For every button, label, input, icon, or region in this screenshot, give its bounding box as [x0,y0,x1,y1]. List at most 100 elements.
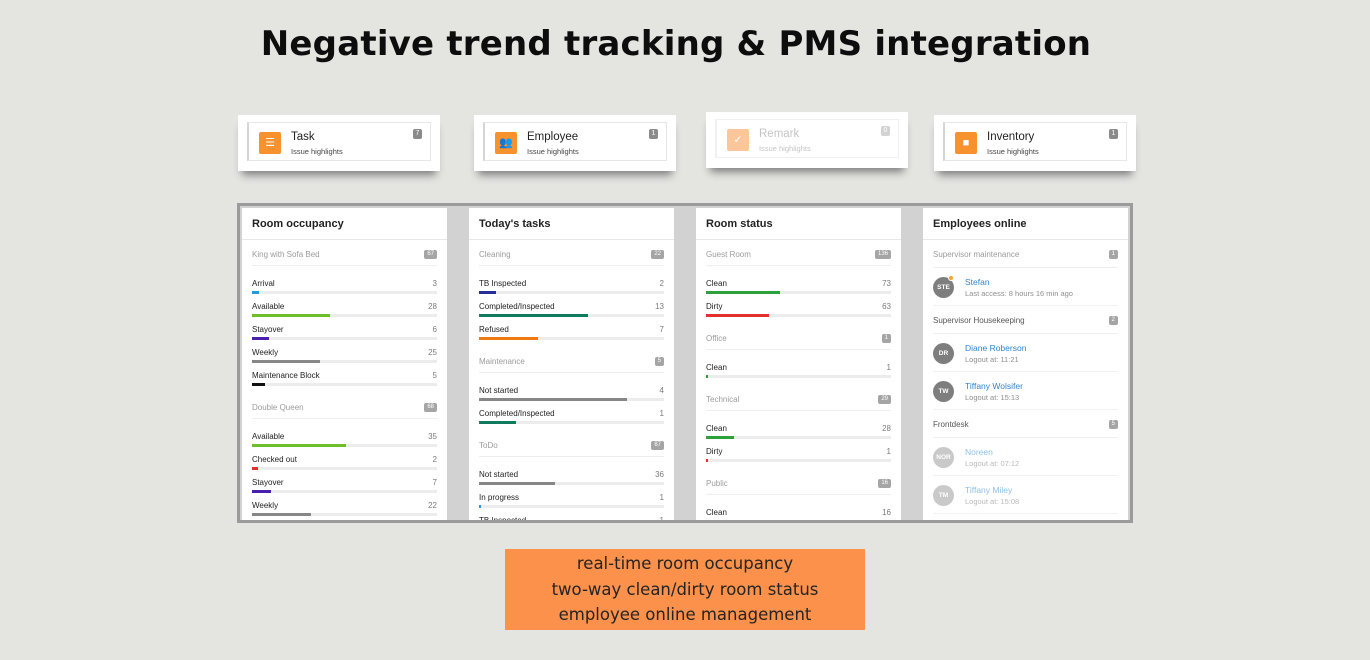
stat-row: Dirty 1 [706,440,891,463]
card-inner: ✓ Remark Issue highlights 0 [715,119,899,158]
progress-fill [479,291,496,294]
progress-fill [479,482,555,485]
panel-title: Today's tasks [469,208,674,240]
panel-title: Room occupancy [242,208,447,240]
employee-name-link[interactable]: Tiffany Wolsifer [965,381,1023,391]
row-value: 6 [432,325,437,334]
stat-row: Clean 28 [706,417,891,440]
group-name: Supervisor maintenance [933,250,1020,259]
group-name: Double Queen [252,403,304,412]
progress-track [479,398,664,401]
online-status-dot [948,275,954,281]
progress-track [479,482,664,485]
row-label: Available [252,432,285,441]
employee-row[interactable]: NOR Noreen Logout at: 07:12 [933,438,1118,476]
dashboard: Room occupancy King with Sofa Bed 67 Arriva… [237,203,1133,523]
group-count-badge: 16 [878,479,891,488]
employee-group-header: Supervisor Housekeeping 2 [933,306,1118,334]
row-label: Dirty [706,447,723,456]
progress-track [706,314,891,317]
summary-card-task[interactable]: ☰ Task Issue highlights 7 [238,115,440,171]
stat-row: Dirty 63 [706,295,891,318]
group-name: Cleaning [479,250,511,259]
row-value: 4 [659,386,664,395]
progress-track [479,337,664,340]
row-label: Stayover [252,325,284,334]
row-value: 2 [659,279,664,288]
row-label: Arrival [252,279,275,288]
box-icon: ■ [955,132,977,154]
row-value: 13 [655,302,664,311]
group-count-badge: 136 [874,250,891,259]
row-value: 73 [882,279,891,288]
row-value: 35 [428,432,437,441]
row-label: Maintenance Block [252,371,320,380]
row-label: Stayover [252,478,284,487]
employee-last-access: Logout at: 15:08 [965,497,1020,506]
group-name: Frontdesk [933,420,969,429]
group-name: Public [706,479,728,488]
avatar: STE [933,277,954,298]
progress-track [252,467,437,470]
group-count-badge: 87 [651,441,664,450]
room-status-panel: Room status Guest Room 136 Clean 73 Dirty 63 Of… [696,208,901,520]
group-header: ToDo 87 [479,431,664,457]
stat-row: Arrival 3 [252,272,437,295]
employee-last-access: Last access: 8 hours 16 min ago [965,289,1073,298]
card-inner: ■ Inventory Issue highlights 1 [943,122,1127,161]
summary-card-remark[interactable]: ✓ Remark Issue highlights 0 [706,112,908,168]
card-inner: ☰ Task Issue highlights 7 [247,122,431,161]
row-label: Not started [479,470,519,479]
feature-highlights: real-time room occupancy two-way clean/d… [505,549,865,630]
employee-name-link[interactable]: Noreen [965,447,993,457]
summary-card-employee[interactable]: 👥 Employee Issue highlights 1 [474,115,676,171]
group-header: Maintenance 5 [479,347,664,373]
summary-card-inventory[interactable]: ■ Inventory Issue highlights 1 [934,115,1136,171]
employee-name-link[interactable]: Stefan [965,277,990,287]
employee-row[interactable]: STE Stefan Last access: 8 hours 16 min ago [933,268,1118,306]
card-inner: 👥 Employee Issue highlights 1 [483,122,667,161]
employee-name-link[interactable]: Diane Roberson [965,343,1027,353]
progress-track [252,383,437,386]
row-value: 5 [432,371,437,380]
row-value: 1 [659,493,664,502]
employee-row[interactable]: DR Diane Roberson Logout at: 11:21 [933,334,1118,372]
row-label: In progress [479,493,520,502]
progress-fill [706,436,734,439]
employee-row[interactable]: TM Tiffany Miley Logout at: 15:08 [933,476,1118,514]
avatar: DR [933,343,954,364]
group-header: King with Sofa Bed 67 [252,240,437,266]
progress-track [252,291,437,294]
row-label: Weekly [252,501,279,510]
progress-track [252,360,437,363]
progress-track [706,375,891,378]
progress-fill [252,444,347,447]
progress-track [706,291,891,294]
room-occupancy-panel: Room occupancy King with Sofa Bed 67 Arriva… [242,208,447,520]
progress-fill [252,513,312,516]
group-count-badge: 1 [1108,250,1118,259]
row-value: 1 [659,409,664,418]
stat-row: Not started 4 [479,379,664,402]
employee-name-link[interactable]: Tiffany Miley [965,485,1013,495]
card-count-badge: 1 [649,129,658,139]
stat-row: Completed/Inspected 13 [479,295,664,318]
group-header: Public 16 [706,469,891,495]
row-value: 28 [882,424,891,433]
row-label: TB Inspected [479,516,527,522]
progress-fill [706,291,780,294]
row-label: Clean [706,363,727,372]
group-count-badge: 5 [1108,420,1118,429]
todays-tasks-panel: Today's tasks Cleaning 22 TB Inspected 2 Comp… [469,208,674,522]
employee-row[interactable]: TW Tiffany Wolsifer Logout at: 15:13 [933,372,1118,410]
stat-row: Clean 16 [706,501,891,520]
group-name: King with Sofa Bed [252,250,320,259]
progress-track [706,436,891,439]
row-value: 22 [428,501,437,510]
group-name: Supervisor Housekeeping [933,316,1025,325]
row-value: 2 [432,455,437,464]
progress-track [479,291,664,294]
progress-fill [479,421,516,424]
group-count-badge: 5 [654,357,664,366]
progress-track [252,314,437,317]
